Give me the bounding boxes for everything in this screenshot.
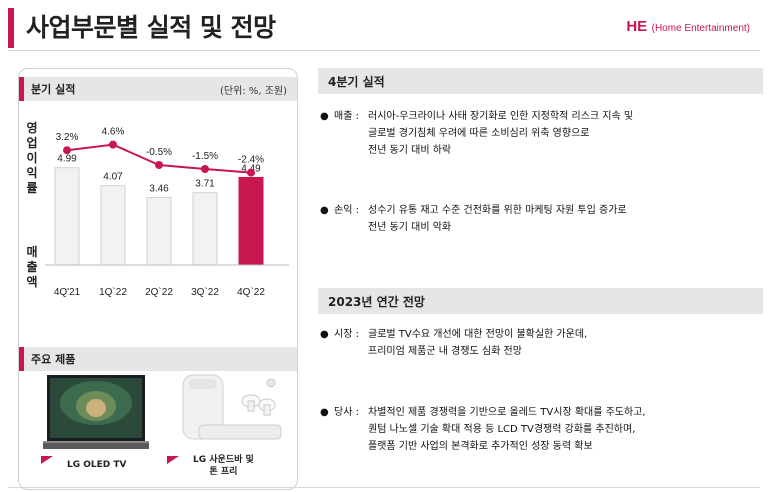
op-margin-point (201, 165, 209, 173)
q4-item-text: 성수기 유통 재고 수준 건전화를 위한 마케팅 자원 투입 증가로 전년 동기… (368, 202, 627, 236)
op-margin-label: -0.5% (146, 147, 172, 158)
soundbar-tonefree-image (182, 374, 282, 440)
sales-axis-char: 출 (26, 260, 38, 274)
q4-section-header: 4분기 실적 (318, 68, 763, 94)
products-section-header: 주요 제품 (19, 347, 297, 371)
product-marker-icon (167, 456, 179, 464)
q4-item-key: 손익 : (334, 205, 359, 216)
q4-item-sales: ● 매출 : 러시아-우크라이나 사태 장기화로 인한 지정학적 리스크 지속 … (320, 108, 760, 168)
op-margin-label: -2.4% (238, 155, 264, 166)
q4-item-line: 전년 동기 대비 악화 (368, 222, 452, 233)
q4-section-title: 4분기 실적 (328, 75, 385, 89)
bar (238, 176, 264, 266)
page-title: 사업부문별 실적 및 전망 (26, 13, 276, 42)
quarterly-chart: 4.994.073.463.714.494Q'211Q`222Q`223Q`22… (45, 127, 289, 298)
op-margin-point (155, 161, 163, 169)
outlook-item-line: 퀀텀 나노셀 기술 확대 적용 등 LCD TV경쟁력 강화를 추진하며, (368, 424, 636, 435)
products-section-title: 주요 제품 (31, 353, 76, 366)
outlook-item-key: 당사 : (334, 407, 359, 418)
outlook-item-market: ● 시장 : 글로벌 TV수요 개선에 대한 전망이 불확실한 가운데, 프리미… (320, 326, 760, 366)
product-name-oled: LG OLED TV (67, 460, 127, 470)
op-margin-point (247, 168, 255, 177)
outlook-item-line: 플랫폼 기반 사업의 본격화로 추가적인 성장 동력 확보 (368, 441, 593, 452)
section-accent-mark (19, 77, 24, 101)
quarter-section-header: 분기 실적 (단위: %, 조원) (19, 77, 297, 101)
q4-item-key: 매출 : (334, 111, 359, 122)
op-margin-point (109, 140, 117, 149)
outlook-section-title: 2023년 연간 전망 (328, 295, 425, 309)
product-name-soundbar-line2: 톤 프리 (209, 467, 238, 477)
title-accent-bar (8, 8, 14, 48)
sales-axis-char: 액 (26, 275, 38, 289)
bottom-divider (8, 487, 760, 488)
outlook-item-text: 글로벌 TV수요 개선에 대한 전망이 불확실한 가운데, 프리미엄 제품군 내… (368, 326, 587, 360)
x-tick-label: 1Q`22 (99, 286, 127, 298)
op-margin-label: -1.5% (192, 151, 218, 162)
q4-item-line: 전년 동기 대비 하락 (368, 145, 452, 156)
product-marker-icon (41, 456, 53, 464)
bullet-icon: ● (320, 407, 329, 418)
he-badge-sub: (Home Entertainment) (651, 23, 750, 34)
outlook-item-line: 프리미엄 제품군 내 경쟁도 심화 전망 (368, 346, 522, 357)
quarter-section-title: 분기 실적 (31, 83, 76, 96)
bullet-icon: ● (320, 205, 329, 216)
bullet-icon: ● (320, 329, 329, 340)
q4-item-profit: ● 손익 : 성수기 유통 재고 수준 건전화를 위한 마케팅 자원 투입 증가… (320, 202, 760, 242)
x-tick-label: 4Q`22 (237, 286, 265, 298)
op-margin-axis-char: 률 (26, 181, 38, 195)
bar-value-label: 3.71 (195, 179, 215, 190)
outlook-item-line: 차별적인 제품 경쟁력을 기반으로 올레드 TV시장 확대를 주도하고, (368, 407, 646, 418)
bar-value-label: 3.46 (149, 184, 169, 195)
quarter-section-unit: (단위: %, 조원) (219, 86, 287, 97)
product-name-soundbar-line1: LG 사운드바 및 (193, 455, 254, 465)
bar (146, 197, 172, 266)
x-tick-label: 4Q'21 (54, 287, 81, 298)
he-badge: HE (Home Entertainment) (626, 18, 750, 36)
he-badge-label: HE (626, 18, 648, 35)
op-margin-axis-char: 익 (26, 166, 38, 180)
op-margin-axis-char: 업 (26, 136, 38, 150)
op-margin-label: 4.6% (102, 127, 125, 138)
q4-item-line: 러시아-우크라이나 사태 장기화로 인한 지정학적 리스크 지속 및 (368, 111, 634, 122)
section-accent-mark (19, 347, 24, 371)
outlook-item-key: 시장 : (334, 329, 359, 340)
q4-item-text: 러시아-우크라이나 사태 장기화로 인한 지정학적 리스크 지속 및 글로벌 경… (368, 108, 633, 159)
bar (54, 167, 80, 266)
op-margin-axis-char: 이 (26, 151, 38, 165)
top-divider (8, 50, 760, 51)
bar-value-label: 4.99 (57, 154, 77, 165)
oled-tv-image (43, 375, 149, 449)
outlook-item-company: ● 당사 : 차별적인 제품 경쟁력을 기반으로 올레드 TV시장 확대를 주도… (320, 404, 760, 464)
bar (192, 192, 218, 266)
q4-item-line: 글로벌 경기침체 우려에 따른 소비심리 위축 영향으로 (368, 128, 590, 139)
outlook-section-header: 2023년 연간 전망 (318, 288, 763, 314)
q4-item-line: 성수기 유통 재고 수준 건전화를 위한 마케팅 자원 투입 증가로 (368, 205, 627, 216)
bar (100, 185, 126, 266)
sales-axis-char: 매 (26, 245, 38, 259)
op-margin-point (63, 146, 71, 155)
outlook-item-text: 차별적인 제품 경쟁력을 기반으로 올레드 TV시장 확대를 주도하고, 퀀텀 … (368, 404, 646, 455)
product-name-soundbar: LG 사운드바 및 톤 프리 (193, 454, 254, 478)
bullet-icon: ● (320, 111, 329, 122)
x-tick-label: 3Q`22 (191, 286, 219, 298)
op-margin-label: 3.2% (56, 132, 79, 143)
op-margin-axis-char: 영 (26, 121, 38, 135)
outlook-item-line: 글로벌 TV수요 개선에 대한 전망이 불확실한 가운데, (368, 329, 588, 340)
x-tick-label: 2Q`22 (145, 286, 173, 298)
bar-value-label: 4.07 (103, 172, 123, 183)
